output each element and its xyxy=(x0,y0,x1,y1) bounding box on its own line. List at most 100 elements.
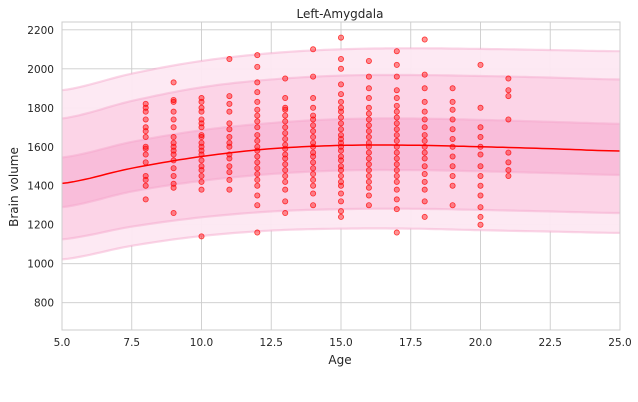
data-point xyxy=(421,98,428,105)
data-point xyxy=(337,91,344,98)
data-point xyxy=(254,124,261,131)
data-point xyxy=(170,108,177,115)
data-point xyxy=(393,48,400,55)
data-point xyxy=(226,139,233,146)
data-point xyxy=(393,87,400,94)
data-point xyxy=(505,116,512,123)
data-point xyxy=(254,202,261,209)
data-point xyxy=(170,79,177,86)
data-point xyxy=(337,132,344,139)
data-point xyxy=(142,116,149,123)
data-point xyxy=(393,73,400,80)
data-point xyxy=(421,149,428,156)
data-point xyxy=(449,126,456,133)
y-tick-label: 1000 xyxy=(27,259,54,271)
data-point xyxy=(449,106,456,113)
data-point xyxy=(477,104,484,111)
data-point xyxy=(337,190,344,197)
mean-line xyxy=(62,144,620,185)
data-point xyxy=(254,118,261,125)
data-point xyxy=(365,155,372,162)
data-point xyxy=(198,163,205,170)
y-tick-label: 1200 xyxy=(27,220,54,232)
data-point xyxy=(393,229,400,236)
data-point xyxy=(198,104,205,111)
data-point xyxy=(421,108,428,115)
data-point xyxy=(254,112,261,119)
data-point xyxy=(449,85,456,92)
data-point xyxy=(365,116,372,123)
data-point xyxy=(142,124,149,131)
data-point xyxy=(226,120,233,127)
data-point xyxy=(393,167,400,174)
data-point xyxy=(421,198,428,205)
data-point xyxy=(198,186,205,193)
data-point xyxy=(505,167,512,174)
data-point xyxy=(198,95,205,102)
y-tick-label: 2200 xyxy=(27,25,54,37)
data-point xyxy=(393,132,400,139)
data-point xyxy=(365,73,372,80)
data-point xyxy=(226,134,233,141)
data-point xyxy=(505,159,512,166)
data-point xyxy=(226,163,233,170)
y-tick-label: 1400 xyxy=(27,181,54,193)
x-tick-label: 22.5 xyxy=(539,337,562,349)
data-point xyxy=(477,61,484,68)
data-point xyxy=(477,204,484,211)
data-point xyxy=(337,56,344,63)
data-point xyxy=(142,159,149,166)
band-inner-upper-edge xyxy=(62,117,620,159)
data-point xyxy=(254,89,261,96)
data-point xyxy=(142,145,149,152)
data-point xyxy=(421,124,428,131)
data-point xyxy=(170,134,177,141)
data-point xyxy=(198,178,205,185)
data-point xyxy=(226,176,233,183)
data-point xyxy=(505,172,512,179)
data-point xyxy=(365,85,372,92)
data-point xyxy=(421,36,428,43)
x-tick-label: 15.0 xyxy=(329,337,352,349)
x-tick-label: 10.0 xyxy=(190,337,213,349)
data-point xyxy=(198,132,205,139)
data-point xyxy=(505,149,512,156)
data-point xyxy=(393,137,400,144)
data-point xyxy=(337,104,344,111)
data-point xyxy=(198,233,205,240)
data-point xyxy=(142,196,149,203)
data-point xyxy=(254,192,261,199)
data-point xyxy=(254,98,261,105)
data-point xyxy=(142,172,149,179)
data-point xyxy=(310,182,317,189)
data-point xyxy=(365,122,372,129)
data-point xyxy=(337,126,344,133)
data-point xyxy=(310,176,317,183)
data-point xyxy=(226,56,233,63)
data-point xyxy=(365,128,372,135)
data-point xyxy=(421,213,428,220)
data-point xyxy=(393,126,400,133)
data-point xyxy=(142,100,149,107)
data-point xyxy=(226,186,233,193)
data-point xyxy=(282,106,289,113)
data-point xyxy=(282,151,289,158)
band-middle-upper-edge xyxy=(62,73,620,120)
data-point xyxy=(142,134,149,141)
data-point xyxy=(337,114,344,121)
data-point xyxy=(477,192,484,199)
data-point xyxy=(170,210,177,217)
data-point xyxy=(421,132,428,139)
data-point xyxy=(337,213,344,220)
y-axis-label: Brain volume xyxy=(7,147,21,227)
data-point xyxy=(254,106,261,113)
data-point xyxy=(170,124,177,131)
data-point xyxy=(254,229,261,236)
data-point xyxy=(365,172,372,179)
data-point xyxy=(337,34,344,41)
data-point xyxy=(337,172,344,179)
data-point xyxy=(421,137,428,144)
y-tick-label: 1600 xyxy=(27,142,54,154)
data-point xyxy=(477,213,484,220)
